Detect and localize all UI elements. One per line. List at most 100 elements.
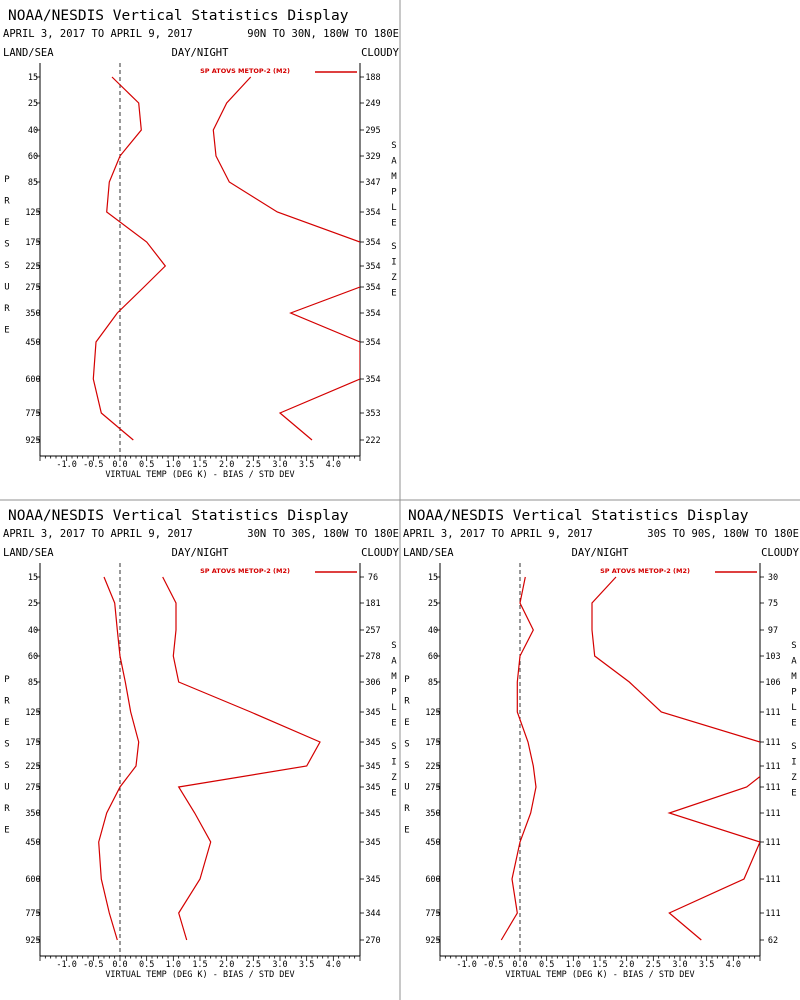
legend-label: SP ATOVS METOP-2 (M2) — [200, 567, 290, 575]
region-label: 30N TO 30S, 180W TO 180E — [247, 528, 399, 540]
sample-size-label: 270 — [365, 936, 380, 946]
sample-size-axis-letter: P — [391, 688, 397, 698]
pressure-tick-label: 40 — [28, 126, 38, 136]
region-label: 30S TO 90S, 180W TO 180E — [647, 528, 799, 540]
pressure-axis-letter: E — [4, 718, 9, 728]
land-sea-label: LAND/SEA — [403, 547, 454, 559]
x-tick-label: 2.5 — [246, 960, 261, 970]
pressure-tick-label: 600 — [425, 875, 440, 885]
day-night-label: DAY/NIGHT — [172, 547, 230, 559]
sample-size-axis-letter: E — [391, 789, 396, 799]
pressure-axis-letter: E — [4, 326, 9, 336]
x-tick-label: 0.5 — [139, 460, 154, 470]
x-tick-label: 0.0 — [112, 960, 127, 970]
pressure-axis-letter: R — [4, 304, 10, 314]
legend-label: SP ATOVS METOP-2 (M2) — [600, 567, 690, 575]
sample-size-axis-letter: M — [391, 672, 397, 682]
x-tick-label: 3.5 — [299, 460, 314, 470]
pressure-tick-label: 600 — [25, 375, 40, 385]
day-night-label: DAY/NIGHT — [572, 547, 630, 559]
pressure-axis-letter: E — [404, 718, 409, 728]
x-tick-label: 2.0 — [219, 460, 234, 470]
x-tick-label: 2.0 — [619, 960, 634, 970]
pressure-axis-letter: R — [404, 804, 410, 814]
sample-size-label: 188 — [365, 73, 380, 83]
sample-size-axis-letter: Z — [391, 273, 397, 283]
sample-size-label: 249 — [365, 99, 380, 109]
bias-series-line — [92, 76, 167, 441]
chart-panel-3: NOAA/NESDIS Vertical Statistics Display A… — [403, 508, 800, 980]
pressure-axis-letter: S — [404, 740, 409, 750]
sample-size-label: 354 — [365, 338, 380, 348]
pressure-axis-letter: R — [4, 697, 10, 707]
pressure-tick-label: 775 — [25, 409, 40, 419]
sample-size-axis-letter: E — [791, 789, 796, 799]
pressure-axis-letter: E — [4, 826, 9, 836]
pressure-tick-label: 225 — [25, 262, 40, 272]
pressure-tick-label: 125 — [25, 208, 40, 218]
sample-size-label: 222 — [365, 436, 380, 446]
std-dev-series-line — [591, 576, 760, 941]
cloudy-label: CLOUDY — [361, 47, 400, 59]
sample-size-axis-letter: E — [391, 719, 396, 729]
pressure-tick-label: 175 — [25, 738, 40, 748]
sample-size-label: 329 — [365, 152, 380, 162]
sample-size-label: 111 — [765, 738, 780, 748]
cloudy-label: CLOUDY — [361, 547, 400, 559]
x-axis-label: VIRTUAL TEMP (DEG K) - BIAS / STD DEV — [505, 970, 694, 980]
x-tick-label: 2.5 — [646, 960, 661, 970]
sample-size-label: 111 — [765, 783, 780, 793]
pressure-tick-label: 225 — [425, 762, 440, 772]
x-tick-label: 4.0 — [326, 460, 341, 470]
pressure-tick-label: 60 — [28, 652, 38, 662]
sample-size-label: 111 — [765, 809, 780, 819]
pressure-tick-label: 25 — [28, 599, 38, 609]
sample-size-axis-letter: E — [391, 219, 396, 229]
std-dev-series-line — [162, 576, 321, 941]
pressure-axis-letter: S — [4, 740, 9, 750]
pressure-tick-label: 450 — [25, 838, 40, 848]
x-tick-label: 0.5 — [139, 960, 154, 970]
sample-size-label: 354 — [365, 238, 380, 248]
chart-panel-2: NOAA/NESDIS Vertical Statistics Display A… — [3, 508, 400, 980]
pressure-tick-label: 775 — [425, 909, 440, 919]
sample-size-label: 344 — [365, 909, 380, 919]
x-tick-label: -1.0 — [56, 460, 76, 470]
x-tick-label: -0.5 — [83, 460, 103, 470]
x-tick-label: 3.0 — [272, 960, 287, 970]
sample-size-axis-letter: L — [791, 703, 796, 713]
pressure-axis-letter: E — [4, 218, 9, 228]
pressure-tick-label: 60 — [428, 652, 438, 662]
pressure-tick-label: 275 — [425, 783, 440, 793]
x-tick-label: -0.5 — [483, 960, 503, 970]
sample-size-axis-letter: E — [791, 719, 796, 729]
day-night-label: DAY/NIGHT — [172, 47, 230, 59]
x-tick-label: 3.0 — [272, 460, 287, 470]
x-tick-label: 1.5 — [192, 460, 207, 470]
pressure-tick-label: 925 — [25, 436, 40, 446]
land-sea-label: LAND/SEA — [3, 47, 54, 59]
sample-size-label: 345 — [365, 762, 380, 772]
pressure-tick-label: 85 — [28, 178, 38, 188]
x-tick-label: -0.5 — [83, 960, 103, 970]
x-tick-label: 1.5 — [192, 960, 207, 970]
sample-size-label: 354 — [365, 208, 380, 218]
x-tick-label: 1.0 — [566, 960, 581, 970]
sample-size-axis-letter: L — [391, 203, 396, 213]
pressure-tick-label: 125 — [25, 708, 40, 718]
sample-size-label: 62 — [768, 936, 778, 946]
pressure-tick-label: 125 — [425, 708, 440, 718]
sample-size-label: 30 — [768, 573, 778, 583]
pressure-tick-label: 175 — [425, 738, 440, 748]
pressure-tick-label: 350 — [25, 809, 40, 819]
pressure-tick-label: 275 — [25, 283, 40, 293]
pressure-tick-label: 350 — [425, 809, 440, 819]
x-tick-label: 0.0 — [112, 460, 127, 470]
date-range: APRIL 3, 2017 TO APRIL 9, 2017 — [403, 528, 593, 540]
x-tick-label: 1.0 — [166, 460, 181, 470]
bias-series-line — [98, 576, 140, 941]
sample-size-axis-letter: S — [791, 641, 796, 651]
x-tick-label: 4.0 — [726, 960, 741, 970]
pressure-tick-label: 15 — [28, 573, 38, 583]
